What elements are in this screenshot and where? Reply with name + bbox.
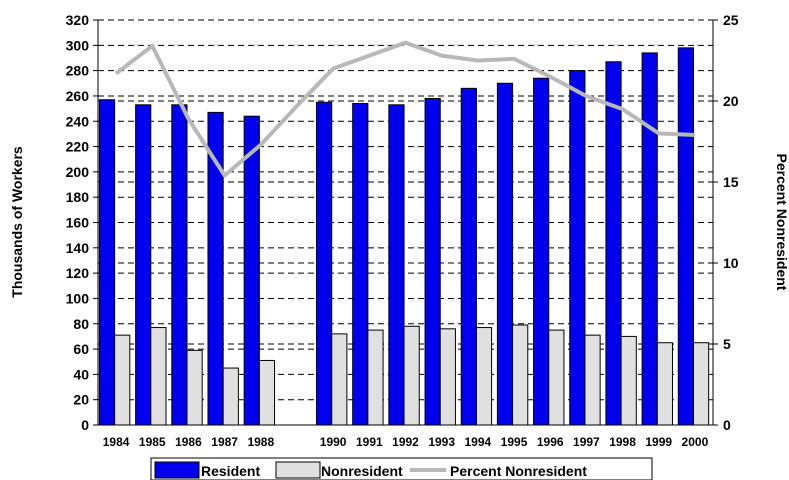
bar-resident (388, 104, 405, 426)
bars (98, 47, 710, 426)
bar-resident (135, 104, 152, 426)
right-tick-label: 20 (723, 93, 739, 109)
bar-resident (496, 82, 514, 426)
right-tick-label: 10 (723, 255, 739, 271)
bar-resident (171, 104, 188, 426)
legend-swatch-nonresident (275, 461, 321, 479)
left-tick-label: 320 (66, 12, 90, 28)
bar-nonresident (331, 333, 348, 426)
right-tick-label: 0 (723, 417, 731, 433)
bar-nonresident (548, 329, 565, 426)
bar-nonresident (620, 335, 637, 426)
right-axis-title: Percent Nonresident (774, 154, 789, 291)
bar-resident (605, 61, 622, 426)
x-tick-label: 1993 (428, 435, 455, 449)
x-tick-label: 1988 (247, 435, 274, 449)
bar-resident (641, 52, 658, 426)
left-tick-label: 60 (73, 341, 89, 357)
bar-nonresident (150, 327, 167, 426)
bar-nonresident (114, 334, 131, 426)
x-tick-label: 1992 (392, 435, 419, 449)
bar-nonresident (584, 334, 601, 426)
left-tick-label: 160 (66, 215, 90, 231)
legend-label-nonresident: Nonresident (321, 463, 403, 479)
bar-resident (533, 77, 550, 426)
bar-resident (98, 99, 116, 426)
bar-nonresident (692, 342, 710, 426)
bar-resident (460, 87, 477, 426)
line-percent-nonresident (114, 40, 696, 178)
left-tick-label: 180 (66, 189, 90, 205)
right-axis-ticks: 0 5 10 15 20 25 (713, 12, 739, 433)
left-tick-label: 0 (81, 417, 89, 433)
x-tick-label: 1990 (320, 435, 347, 449)
left-axis-ticks: 0 20 40 60 80 100 120 140 160 180 200 220 240 260 280 3… (66, 12, 98, 433)
bar-nonresident (475, 327, 493, 426)
left-tick-label: 220 (66, 139, 90, 155)
x-tick-label: 1987 (211, 435, 238, 449)
bar-resident (316, 101, 333, 426)
legend: Resident Nonresident Percent Nonresident (150, 457, 653, 480)
left-tick-label: 280 (66, 63, 90, 79)
bar-resident (352, 103, 369, 426)
x-tick-label: 1998 (609, 435, 636, 449)
right-tick-label: 25 (723, 12, 739, 28)
percent-line (114, 40, 696, 178)
right-tick-label: 5 (723, 336, 731, 352)
bar-resident (243, 115, 260, 426)
bar-resident (569, 70, 586, 426)
left-tick-label: 40 (73, 366, 89, 382)
bar-nonresident (512, 324, 529, 426)
left-tick-label: 200 (66, 164, 90, 180)
left-tick-label: 120 (66, 265, 90, 281)
bar-resident (424, 97, 441, 426)
x-tick-label: 1996 (537, 435, 564, 449)
x-tick-label: 1997 (573, 435, 600, 449)
legend-swatch-resident (154, 461, 200, 479)
x-axis-ticks: 1984 1985 1986 1987 1988 1990 1991 1992 1993 1994… (103, 435, 709, 449)
x-tick-label: 1984 (103, 435, 130, 449)
x-tick-label: 2000 (682, 435, 709, 449)
bar-nonresident (258, 359, 276, 426)
left-tick-label: 300 (66, 37, 90, 53)
bar-nonresident (186, 349, 203, 426)
x-tick-label: 1995 (501, 435, 528, 449)
left-tick-label: 260 (66, 88, 90, 104)
x-tick-label: 1994 (465, 435, 492, 449)
legend-label-resident: Resident (201, 463, 260, 479)
right-tick-label: 15 (723, 174, 739, 190)
bar-resident (677, 47, 694, 426)
bar-nonresident (222, 367, 239, 426)
left-tick-label: 140 (66, 240, 90, 256)
left-tick-label: 240 (66, 113, 90, 129)
bar-nonresident (403, 325, 420, 426)
legend-label-percent: Percent Nonresident (450, 463, 587, 479)
bar-nonresident (439, 328, 456, 426)
x-tick-label: 1999 (645, 435, 672, 449)
left-tick-label: 20 (73, 392, 89, 408)
left-tick-label: 100 (66, 290, 90, 306)
bar-nonresident (656, 342, 673, 426)
x-tick-label: 1985 (139, 435, 166, 449)
left-tick-label: 80 (73, 316, 89, 332)
left-axis-title: Thousands of Workers (9, 146, 25, 298)
bar-nonresident (367, 329, 384, 426)
x-tick-label: 1991 (356, 435, 383, 449)
x-tick-label: 1986 (175, 435, 202, 449)
